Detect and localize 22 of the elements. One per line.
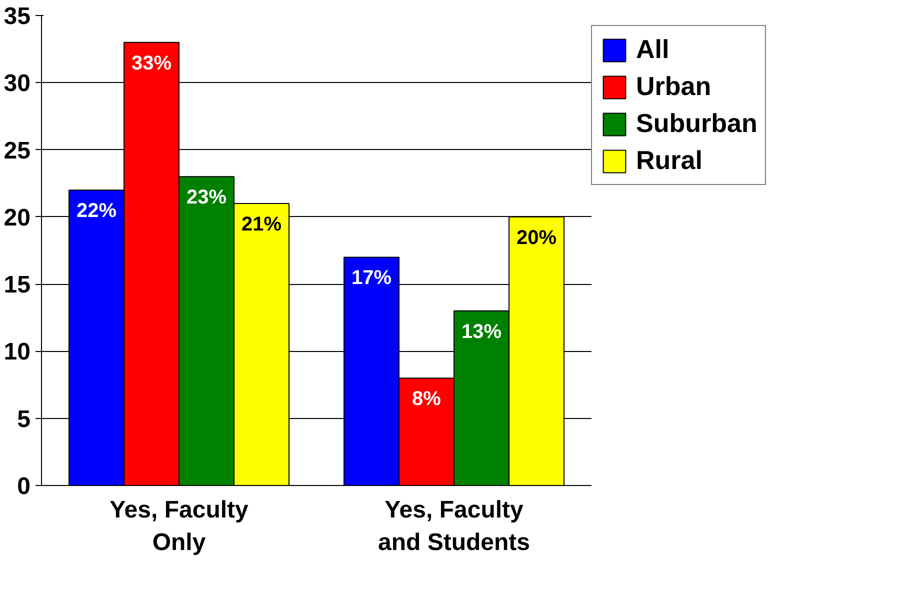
y-tick-label: 35	[4, 3, 31, 30]
legend-label: Suburban	[636, 108, 758, 139]
x-tick-label: Yes, Faculty and Students	[378, 496, 530, 556]
x-tick-label: Yes, Faculty Only	[110, 496, 250, 556]
data-label: 21%	[241, 214, 282, 236]
data-label: 23%	[186, 186, 227, 209]
data-label: 8%	[412, 388, 442, 410]
data-label: 22%	[76, 200, 117, 222]
data-label: 33%	[131, 52, 172, 74]
data-label: 13%	[461, 320, 502, 343]
y-tick-label: 15	[4, 272, 31, 299]
y-tick-label: 20	[4, 204, 31, 232]
data-label: 20%	[516, 226, 557, 249]
y-tick-label: 10	[4, 338, 31, 366]
y-tick-label: 5	[17, 406, 31, 433]
y-tick-label: 25	[4, 137, 31, 164]
y-tick-label: 0	[17, 473, 31, 500]
legend-label: Urban	[636, 71, 712, 102]
legend-label: All	[636, 34, 670, 65]
data-label: 17%	[351, 267, 392, 290]
legend-label: Rural	[636, 145, 702, 176]
y-tick-label: 30	[4, 70, 31, 98]
